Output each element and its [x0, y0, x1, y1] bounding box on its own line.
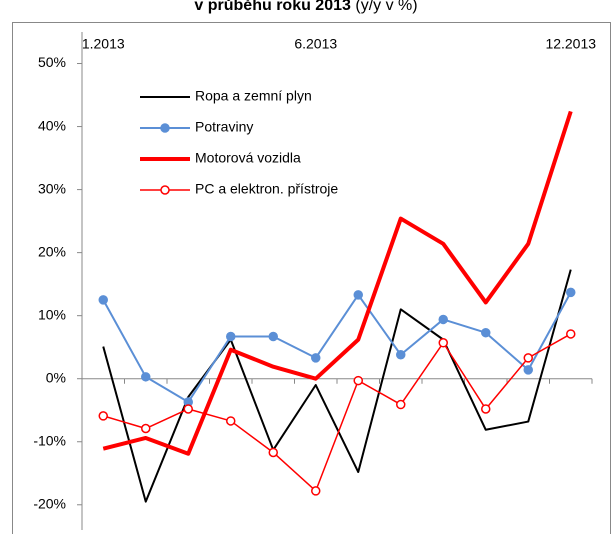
series-line — [102, 269, 572, 503]
series-marker — [141, 372, 151, 382]
series-marker — [438, 338, 448, 348]
y-tick-label: -20% — [33, 495, 66, 511]
x-tick-label: 1.2013 — [82, 36, 125, 52]
y-tick-label: 20% — [38, 243, 66, 259]
series-marker — [353, 290, 363, 300]
series-marker — [438, 314, 448, 325]
series-line — [102, 110, 573, 456]
legend-label: PC a elektron. přístroje — [195, 181, 338, 197]
series-marker — [311, 353, 321, 363]
legend-marker — [160, 185, 170, 195]
chart-title: v průběhu roku 2013 (y/y v %) — [194, 0, 417, 14]
y-tick-label: 30% — [38, 180, 66, 196]
series-marker — [353, 375, 363, 386]
series-marker — [226, 416, 236, 426]
series-marker — [183, 404, 193, 414]
legend-label: Motorová vozidla — [195, 150, 301, 166]
legend-label: Potraviny — [195, 119, 253, 135]
y-tick-label: 40% — [38, 117, 66, 133]
series-marker — [481, 404, 491, 414]
y-tick-label: 50% — [38, 54, 66, 70]
title-note: (y/y v %) — [355, 0, 417, 14]
series-marker — [98, 295, 108, 305]
legend-label: Ropa a zemní plyn — [195, 88, 312, 104]
series-line — [103, 333, 572, 492]
y-tick-label: -10% — [33, 432, 66, 448]
chart-frame — [12, 22, 611, 534]
series-marker — [396, 399, 406, 410]
series-marker — [566, 287, 576, 298]
legend-marker — [160, 123, 170, 133]
series-marker — [396, 350, 406, 360]
series-marker — [311, 486, 321, 496]
series-line — [102, 291, 572, 404]
series-marker — [481, 327, 491, 338]
x-tick-label: 12.2013 — [545, 36, 596, 52]
x-tick-label: 6.2013 — [294, 36, 337, 52]
series-marker — [226, 331, 236, 342]
series-marker — [141, 423, 151, 434]
series-marker — [98, 411, 108, 421]
series-marker — [523, 353, 533, 363]
y-tick-label: 0% — [46, 369, 66, 385]
title-main: v průběhu roku 2013 — [194, 0, 351, 14]
series-marker — [523, 365, 533, 375]
series-marker — [566, 329, 576, 339]
y-tick-label: 10% — [38, 306, 66, 322]
series-marker — [268, 447, 278, 458]
series-marker — [268, 331, 278, 342]
